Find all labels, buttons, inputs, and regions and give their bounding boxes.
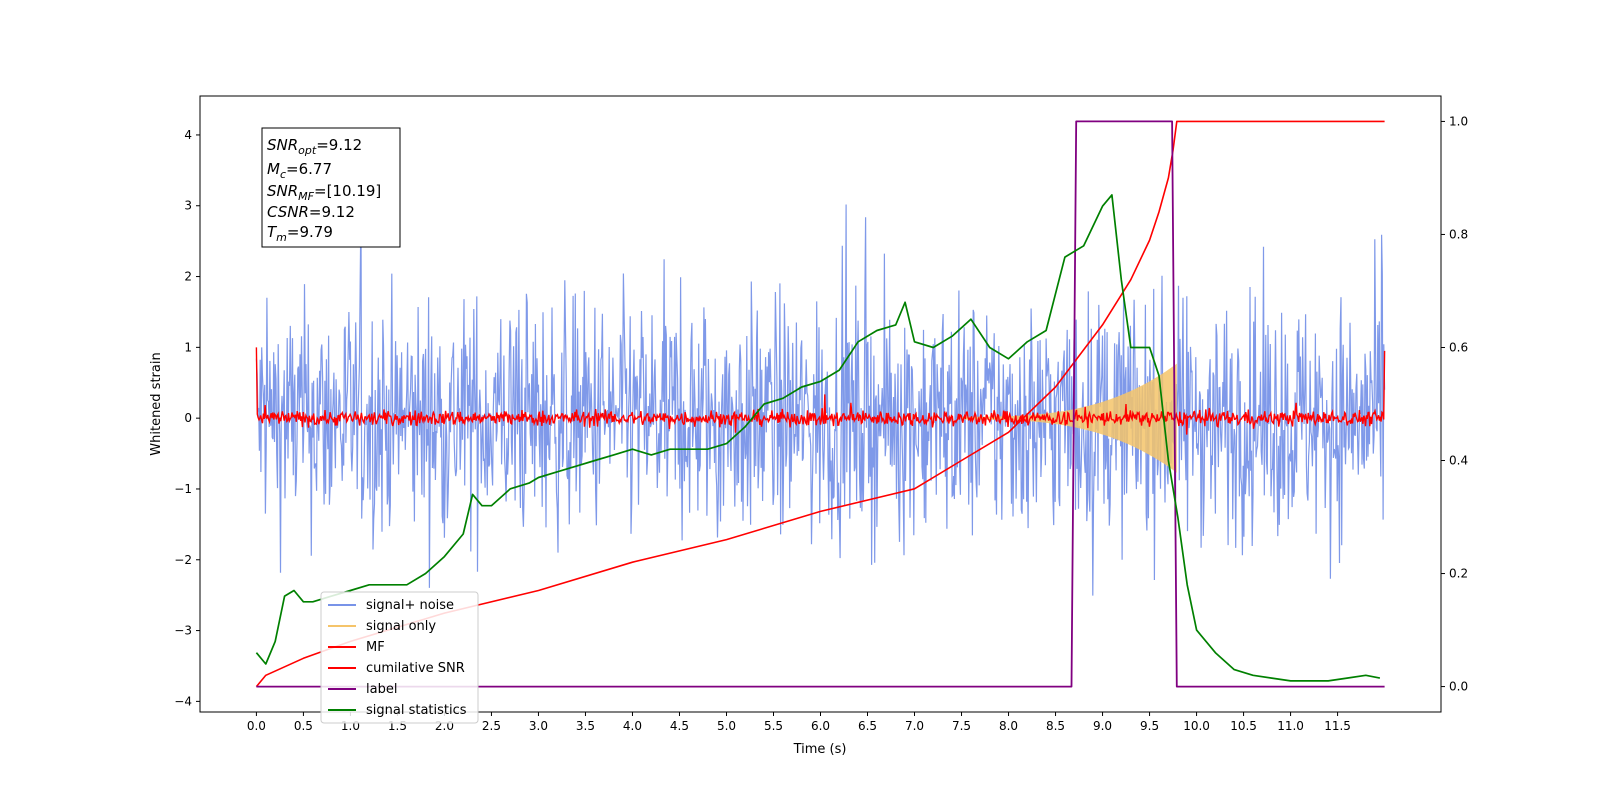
x-tick-label: 4.0 [623,719,642,733]
y-tick-label: 4 [184,128,192,142]
x-tick-label: 6.0 [811,719,830,733]
y-tick-label: −2 [174,553,192,567]
info-box-frame [261,127,401,248]
y-axis-right: 0.0 0.2 0.4 0.6 0.8 1.0 [1441,114,1468,694]
x-tick-label: 6.5 [858,719,877,733]
legend-label: signal only [366,619,436,634]
info-csnr: CSNR=9.12 [267,203,355,221]
x-tick-label: 3.5 [576,719,595,733]
y2-tick-label: 0.2 [1449,567,1468,581]
info-tm: Tm=9.79 [267,223,333,244]
x-tick-label: 8.5 [1046,719,1065,733]
x-tick-label: 11.0 [1277,719,1304,733]
info-box: SNRopt=9.12 Mc=6.77 SNRMF=[10.19] CSNR=9… [261,127,401,248]
legend-frame [320,591,479,724]
x-tick-label: 9.5 [1140,719,1159,733]
legend-label: label [366,682,397,697]
y-tick-label: −4 [174,694,192,708]
mf-line [255,347,1386,435]
x-tick-label: 7.5 [952,719,971,733]
x-axis-label: Time (s) [793,742,847,757]
legend-label: cumilative SNR [366,661,465,676]
x-tick-label: 2.5 [482,719,501,733]
signal-statistics-line [255,194,1381,682]
info-snr-mf: SNRMF=[10.19] [267,182,381,203]
y-tick-label: −3 [174,624,192,638]
x-tick-label: 0.5 [294,719,313,733]
x-tick-label: 10.0 [1183,719,1210,733]
y-tick-label: −1 [174,482,192,496]
y-axis-left: −4 −3 −2 −1 0 1 2 3 4 [174,128,200,708]
y2-tick-label: 1.0 [1449,114,1468,128]
signal-statistics-layer [255,194,1381,682]
x-tick-label: 7.0 [905,719,924,733]
x-tick-label: 9.0 [1093,719,1112,733]
y-tick-label: 3 [184,199,192,213]
y-axis-label: Whitened strain [149,352,164,455]
legend-label: signal statistics [366,703,467,718]
y2-tick-label: 0.8 [1449,227,1468,241]
legend: signal+ noise signal only MF cumilative SNR… [320,591,479,724]
x-tick-label: 11.5 [1324,719,1351,733]
y2-tick-label: 0.4 [1449,454,1468,468]
y-tick-label: 0 [184,411,192,425]
x-tick-label: 5.5 [764,719,783,733]
x-tick-label: 4.5 [670,719,689,733]
info-mc: Mc=6.77 [267,160,332,181]
x-axis: 0.0 0.5 1.0 1.5 2.0 2.5 3.0 3.5 4.0 4.5 5.0 5.5 6.0 6… [247,712,1351,733]
x-tick-label: 0.0 [247,719,266,733]
y2-tick-label: 0.6 [1449,340,1468,354]
y2-tick-label: 0.0 [1449,680,1468,694]
x-tick-label: 8.0 [999,719,1018,733]
x-tick-label: 5.0 [717,719,736,733]
legend-label: signal+ noise [366,598,454,613]
mf-layer [255,347,1386,435]
label-line [256,120,1385,688]
x-tick-label: 10.5 [1230,719,1257,733]
y-tick-label: 2 [184,270,192,284]
legend-label: MF [366,640,385,655]
label-layer [256,120,1385,688]
info-snr-opt: SNRopt=9.12 [267,136,362,157]
y-tick-label: 1 [184,340,192,354]
x-tick-label: 3.0 [529,719,548,733]
